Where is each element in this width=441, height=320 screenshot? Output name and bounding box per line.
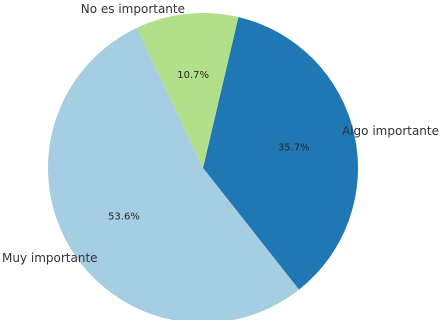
pie-category-label-algo-importante: Algo importante [342, 124, 439, 138]
pie-category-label-muy-importante: Muy importante [2, 251, 98, 265]
pie-percent-label-no-es-importante: 10.7% [177, 70, 209, 81]
pie-slice-algo-importante [203, 17, 358, 290]
pie-category-label-no-es-importante: No es importante [81, 2, 185, 16]
pie-slice-muy-importante [47, 27, 300, 320]
pie-slices [47, 13, 358, 320]
pie-percent-label-muy-importante: 53.6% [108, 212, 140, 223]
pie-percent-label-algo-importante: 35.7% [278, 142, 310, 153]
pie-labels: 35.7% Algo importante 53.6% Muy importante 1… [2, 2, 439, 265]
pie-slice-no-es-importante [136, 13, 239, 168]
